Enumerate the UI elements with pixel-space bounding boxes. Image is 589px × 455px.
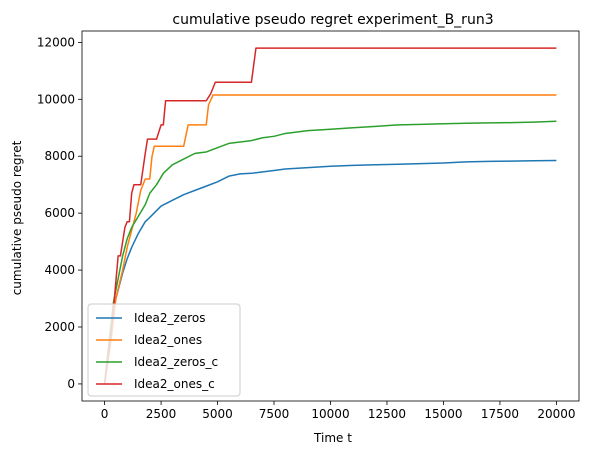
x-tick-label: 5000 [202, 407, 233, 421]
y-tick-label: 10000 [37, 92, 75, 106]
x-tick-label: 2500 [146, 407, 177, 421]
x-tick-label: 17500 [481, 407, 519, 421]
chart-title: cumulative pseudo regret experiment_B_ru… [172, 12, 493, 28]
plot-area: 0 2500 5000 7500 10000 12500 15000 17500 20000 0 2… [37, 30, 580, 421]
y-tick-label: 6000 [44, 206, 75, 220]
legend: Idea2_zeros Idea2_ones Idea2_zeros_c Idea2_… [87, 303, 241, 397]
legend-label-Idea2_zeros: Idea2_zeros [134, 311, 205, 325]
x-tick-label: 12500 [368, 407, 406, 421]
series-line-Idea2_ones [103, 94, 557, 385]
legend-label-Idea2_ones_c: Idea2_ones_c [134, 377, 215, 391]
y-tick-label: 4000 [44, 263, 75, 277]
legend-label-Idea2_zeros_c: Idea2_zeros_c [134, 355, 218, 369]
y-tick-label: 2000 [44, 320, 75, 334]
series-line-Idea2_zeros [103, 159, 557, 385]
x-axis-label: Time t [313, 431, 352, 445]
x-tick-label: 7500 [259, 407, 290, 421]
x-tick-label: 0 [101, 407, 109, 421]
x-tick-label: 10000 [311, 407, 349, 421]
y-tick-label: 0 [67, 377, 75, 391]
x-tick-label: 20000 [537, 407, 575, 421]
series-line-Idea2_ones_c [103, 47, 557, 385]
y-tick-label: 12000 [37, 35, 75, 49]
series-line-Idea2_zeros_c [103, 120, 557, 384]
y-axis-label: cumulative pseudo regret [10, 140, 24, 295]
x-tick-label: 15000 [424, 407, 462, 421]
y-tick-label: 8000 [44, 149, 75, 163]
legend-label-Idea2_ones: Idea2_ones [134, 333, 202, 347]
legend-box [87, 303, 241, 397]
